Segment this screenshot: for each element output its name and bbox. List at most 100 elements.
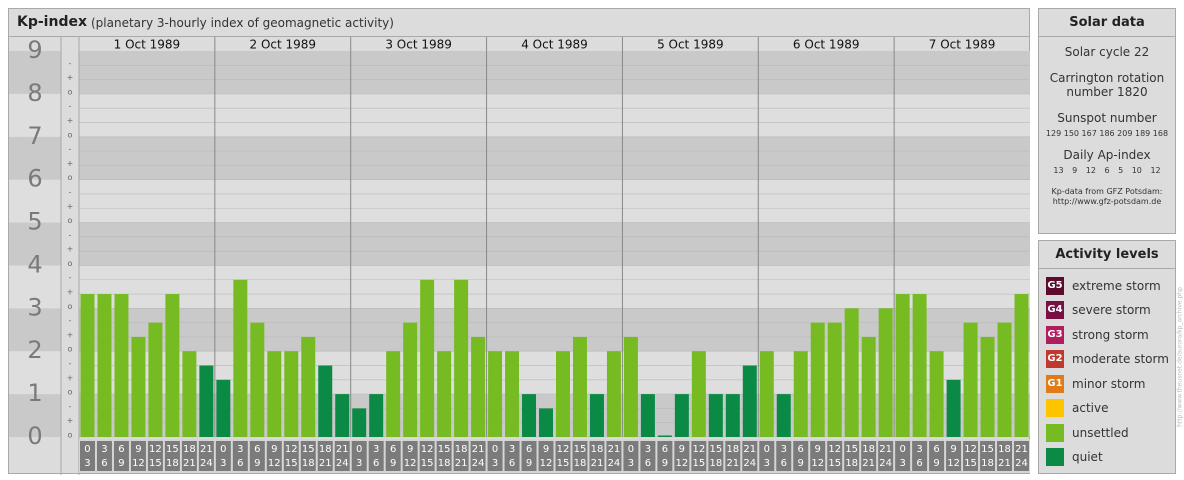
level-severe-storm: G4 severe storm <box>1046 301 1151 319</box>
minor-tick-label: - <box>69 273 72 282</box>
slot-start-label: 3 <box>101 444 107 455</box>
slot-end-label: 21 <box>455 458 468 469</box>
slot-end-label: 3 <box>84 458 90 469</box>
slot-start-label: 12 <box>149 444 162 455</box>
slot-label-bg <box>606 441 622 471</box>
slot-end-label: 6 <box>916 458 922 469</box>
slot-label-bg <box>963 441 979 471</box>
minor-tick-label: + <box>67 202 74 211</box>
slot-start-label: 15 <box>981 444 994 455</box>
slot-end-label: 6 <box>509 458 515 469</box>
kp-bar <box>589 394 604 437</box>
slot-end-label: 6 <box>373 458 379 469</box>
y-band-label-bg <box>9 136 61 180</box>
minor-tick-label: + <box>67 245 74 254</box>
slot-start-label: 12 <box>557 444 570 455</box>
y-tick-label: 0 <box>27 422 42 450</box>
slot-start-label: 12 <box>692 444 705 455</box>
slot-label-bg <box>946 441 962 471</box>
slot-end-label: 21 <box>998 458 1011 469</box>
level-swatch <box>1046 399 1064 417</box>
kp-bar <box>929 351 944 437</box>
kp-bar <box>725 394 740 437</box>
slot-label-bg <box>198 441 214 471</box>
minor-tick-label: - <box>69 59 72 68</box>
kp-bar <box>657 435 672 437</box>
level-swatch: G4 <box>1046 301 1064 319</box>
solar-cycle: Solar cycle 22 <box>1064 45 1150 59</box>
slot-label-bg <box>130 441 146 471</box>
slot-start-label: 3 <box>916 444 922 455</box>
slot-end-label: 24 <box>608 458 621 469</box>
y-band <box>79 136 1030 180</box>
slot-start-label: 21 <box>1015 444 1028 455</box>
minor-tick-label: o <box>68 87 73 96</box>
slot-start-label: 9 <box>271 444 277 455</box>
day-label: 4 Oct 1989 <box>521 38 588 52</box>
slot-start-label: 21 <box>608 444 621 455</box>
slot-end-label: 6 <box>645 458 651 469</box>
slot-label-bg <box>453 441 469 471</box>
slot-label-bg <box>249 441 265 471</box>
slot-end-label: 21 <box>591 458 604 469</box>
slot-start-label: 0 <box>492 444 498 455</box>
level-label: extreme storm <box>1072 279 1161 293</box>
slot-end-label: 9 <box>390 458 396 469</box>
ap-index-values: 13 9 12 6 5 10 12 <box>1053 166 1161 175</box>
y-band <box>79 222 1030 266</box>
slot-end-label: 18 <box>302 458 315 469</box>
slot-start-label: 12 <box>964 444 977 455</box>
slot-label-bg <box>113 441 129 471</box>
slot-label-bg <box>317 441 333 471</box>
slot-start-label: 15 <box>302 444 315 455</box>
slot-label-bg <box>657 441 673 471</box>
slot-start-label: 12 <box>828 444 841 455</box>
slot-end-label: 3 <box>899 458 905 469</box>
y-tick-label: 1 <box>27 379 42 407</box>
kp-bar <box>606 351 621 437</box>
slot-end-label: 9 <box>933 458 939 469</box>
slot-start-label: 18 <box>591 444 604 455</box>
minor-tick-label: + <box>67 116 74 125</box>
kp-bar <box>640 394 655 437</box>
y-tick-label: 8 <box>27 79 42 107</box>
kp-bar <box>827 322 842 437</box>
slot-end-label: 18 <box>166 458 179 469</box>
chart-subtitle: (planetary 3-hourly index of geomagnetic… <box>91 16 394 30</box>
minor-tick-label: o <box>68 173 73 182</box>
slot-end-label: 12 <box>404 458 417 469</box>
kp-bar <box>199 365 214 437</box>
slot-start-label: 18 <box>183 444 196 455</box>
y-band-label-bg <box>9 351 61 395</box>
slot-end-label: 18 <box>709 458 722 469</box>
slot-end-label: 15 <box>828 458 841 469</box>
kp-bar <box>97 294 112 437</box>
slot-start-label: 6 <box>526 444 532 455</box>
slot-label-bg <box>300 441 316 471</box>
slot-label-bg <box>878 441 894 471</box>
kp-bar <box>997 322 1012 437</box>
y-band-label-bg <box>9 179 61 223</box>
data-source-link[interactable]: http://www.gfz-potsdam.de <box>1052 197 1162 206</box>
credit-watermark: http://www.theusnet.de/aurora/kp_archive… <box>1176 240 1184 474</box>
level-swatch <box>1046 424 1064 442</box>
slot-end-label: 3 <box>492 458 498 469</box>
minor-tick-label: - <box>69 230 72 239</box>
y-band <box>79 179 1030 223</box>
kp-bar <box>182 351 197 437</box>
slot-start-label: 0 <box>899 444 905 455</box>
minor-tick-label: + <box>67 73 74 82</box>
kp-bar <box>1014 294 1029 437</box>
day-label: 6 Oct 1989 <box>793 38 860 52</box>
level-label: strong storm <box>1072 328 1149 342</box>
slot-start-label: 21 <box>336 444 349 455</box>
slot-label-bg <box>895 441 911 471</box>
slot-end-label: 12 <box>947 458 960 469</box>
y-band <box>79 51 1030 94</box>
slot-end-label: 15 <box>964 458 977 469</box>
minor-tick-label: - <box>69 187 72 196</box>
slot-end-label: 6 <box>237 458 243 469</box>
slot-label-bg <box>402 441 418 471</box>
slot-end-label: 6 <box>781 458 787 469</box>
